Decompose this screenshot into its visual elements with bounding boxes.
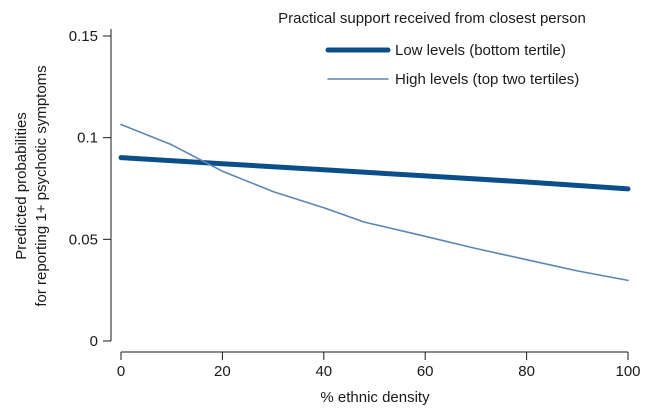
legend-label: High levels (top two tertiles) <box>395 71 579 88</box>
legend-label: Low levels (bottom tertile) <box>395 42 566 59</box>
y-axis-title-line-2: for reporting 1+ psychotic symptoms <box>33 65 50 306</box>
y-tick-label: 0.1 <box>77 130 98 147</box>
x-ticks: 0 20 40 60 80 100 <box>117 352 641 380</box>
y-tick-label: 0.05 <box>69 231 98 248</box>
x-tick-label: 60 <box>417 363 434 380</box>
x-tick-label: 0 <box>117 363 125 380</box>
x-tick-label: 40 <box>315 363 332 380</box>
x-axis-title: % ethnic density <box>320 389 430 406</box>
x-tick-label: 20 <box>214 363 231 380</box>
y-axis-title: Predicted probabilities for reporting 1+… <box>13 65 50 306</box>
x-tick-label: 100 <box>615 363 640 380</box>
legend: Low levels (bottom tertile) High levels (… <box>325 42 579 88</box>
y-tick-label: 0 <box>90 333 98 350</box>
series-layer <box>118 123 631 282</box>
y-axis-title-line-1: Predicted probabilities <box>13 112 30 260</box>
series-line-low-levels <box>118 155 631 192</box>
y-ticks: 0 0.05 0.1 0.15 <box>69 28 111 350</box>
chart-title: Practical support received from closest … <box>278 10 586 27</box>
y-tick-label: 0.15 <box>69 28 98 45</box>
x-tick-label: 80 <box>518 363 535 380</box>
series-line-high-levels <box>120 123 629 282</box>
